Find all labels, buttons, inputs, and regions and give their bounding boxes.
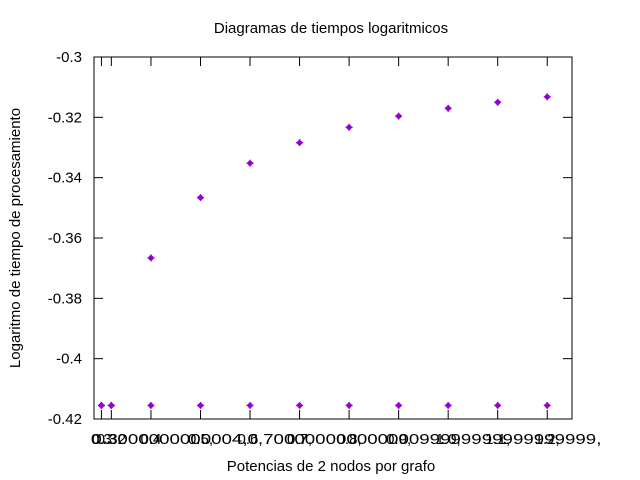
data-point (345, 123, 353, 131)
data-point (246, 401, 254, 409)
data-point (395, 401, 403, 409)
data-point (147, 254, 155, 262)
y-tick-label: -0.4 (56, 351, 82, 368)
y-tick-label: -0.36 (48, 230, 82, 247)
data-point (543, 93, 551, 101)
data-point (543, 401, 551, 409)
x-tick-overlay-label: 0.3000000000004,0.7000000000000009999999… (91, 431, 601, 448)
data-point (246, 159, 254, 167)
data-point (494, 401, 502, 409)
plot-frame (93, 56, 573, 420)
data-point (444, 401, 452, 409)
data-point (395, 112, 403, 120)
y-tick-label: -0.3 (56, 49, 82, 66)
x-tick-label: 1.0, (436, 431, 461, 448)
data-point (296, 139, 304, 147)
data-point (196, 194, 204, 202)
data-point (296, 401, 304, 409)
y-tick-label: -0.34 (48, 170, 82, 187)
y-axis-label: Logaritmo de tiempo de procesamiento (7, 108, 24, 368)
data-point (196, 401, 204, 409)
y-tick-label: -0.38 (48, 290, 82, 307)
y-tick-label: -0.42 (48, 411, 82, 428)
y-tick-label: -0.32 (48, 109, 82, 126)
y-axis: -0.3 -0.32 -0.34 -0.36 -0.38 -0.4 -0.42 (48, 49, 572, 428)
data-point (97, 401, 105, 409)
x-tick-label: 0.6, (238, 431, 263, 448)
data-points (97, 93, 551, 409)
x-tick-label: 0.3 (91, 431, 112, 448)
x-tick-label: 1.2, (535, 431, 560, 448)
data-point (494, 98, 502, 106)
x-tick-label: 1.1, (485, 431, 510, 448)
data-point (444, 104, 452, 112)
data-point (345, 401, 353, 409)
data-point (147, 401, 155, 409)
data-point (107, 401, 115, 409)
x-tick-label: 0.7, (287, 431, 312, 448)
x-tick-label: 0.9, (386, 431, 411, 448)
x-tick-label: 0.32 (97, 431, 126, 448)
x-tick-label: 0.4 (141, 431, 162, 448)
x-axis: 0.30.32 0.4 0.5, 0.6, 0.7, 0.8, 0.9, 1.0, 1.1, 1.… (91, 57, 601, 448)
x-tick-label: 0.8, (337, 431, 362, 448)
x-tick-label: 0.5, (188, 431, 213, 448)
x-axis-label: Potencias de 2 nodos por grafo (227, 458, 435, 475)
chart-title: Diagramas de tiempos logaritmicos (214, 20, 448, 37)
